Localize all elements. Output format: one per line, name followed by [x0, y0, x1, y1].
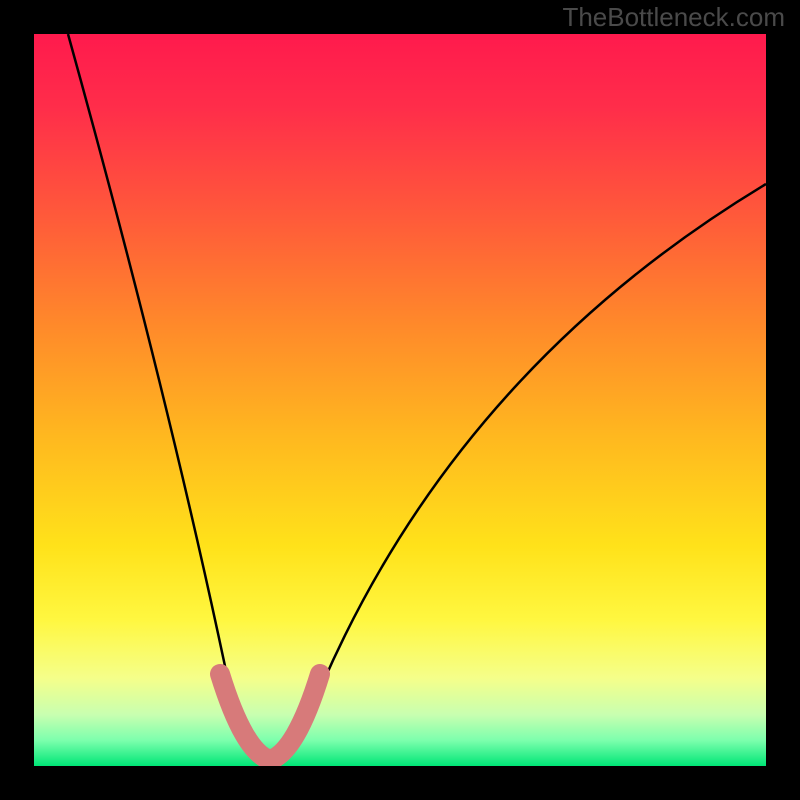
canvas: TheBottleneck.com [0, 0, 800, 800]
curve-layer [34, 34, 766, 766]
bottleneck-curve [68, 34, 766, 752]
valley-marker [220, 674, 320, 760]
watermark-text: TheBottleneck.com [562, 2, 785, 33]
plot-area [34, 34, 766, 766]
